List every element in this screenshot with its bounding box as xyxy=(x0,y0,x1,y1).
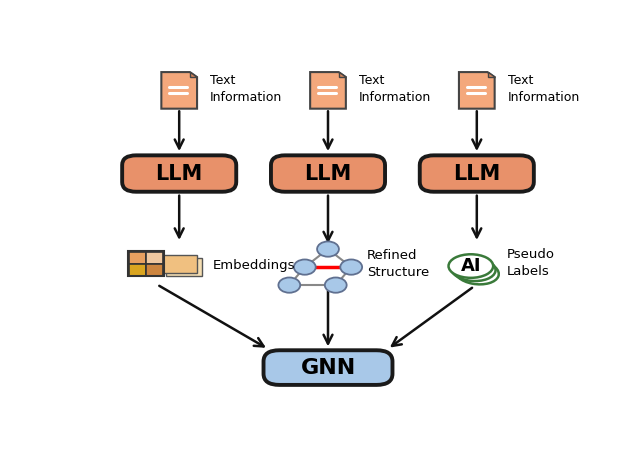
Polygon shape xyxy=(161,72,197,109)
Text: Text
Information: Text Information xyxy=(359,74,431,104)
Text: GNN: GNN xyxy=(300,358,356,378)
Text: Text
Information: Text Information xyxy=(210,74,282,104)
Circle shape xyxy=(340,260,362,274)
Polygon shape xyxy=(459,72,495,109)
Bar xyxy=(146,264,163,276)
Text: AI: AI xyxy=(461,257,481,275)
Text: LLM: LLM xyxy=(305,163,351,184)
Text: LLM: LLM xyxy=(156,163,203,184)
Circle shape xyxy=(317,242,339,256)
Ellipse shape xyxy=(455,260,499,284)
Text: Pseudo
Labels: Pseudo Labels xyxy=(507,248,554,278)
Bar xyxy=(128,251,164,276)
Bar xyxy=(161,255,196,273)
FancyBboxPatch shape xyxy=(264,350,392,385)
Polygon shape xyxy=(190,72,197,77)
FancyBboxPatch shape xyxy=(271,155,385,192)
Circle shape xyxy=(294,260,316,274)
Bar xyxy=(166,258,202,276)
Polygon shape xyxy=(488,72,495,77)
Ellipse shape xyxy=(449,254,493,278)
Bar xyxy=(129,264,147,276)
Text: Refined
Structure: Refined Structure xyxy=(367,249,429,279)
Bar xyxy=(129,252,147,264)
FancyBboxPatch shape xyxy=(420,155,534,192)
Polygon shape xyxy=(310,72,346,109)
Bar xyxy=(146,252,163,264)
Text: Embeddings: Embeddings xyxy=(212,259,295,272)
Text: Text
Information: Text Information xyxy=(508,74,580,104)
Ellipse shape xyxy=(451,257,495,281)
Circle shape xyxy=(325,278,347,293)
Text: LLM: LLM xyxy=(453,163,500,184)
Circle shape xyxy=(278,278,300,293)
FancyBboxPatch shape xyxy=(122,155,236,192)
Polygon shape xyxy=(339,72,346,77)
